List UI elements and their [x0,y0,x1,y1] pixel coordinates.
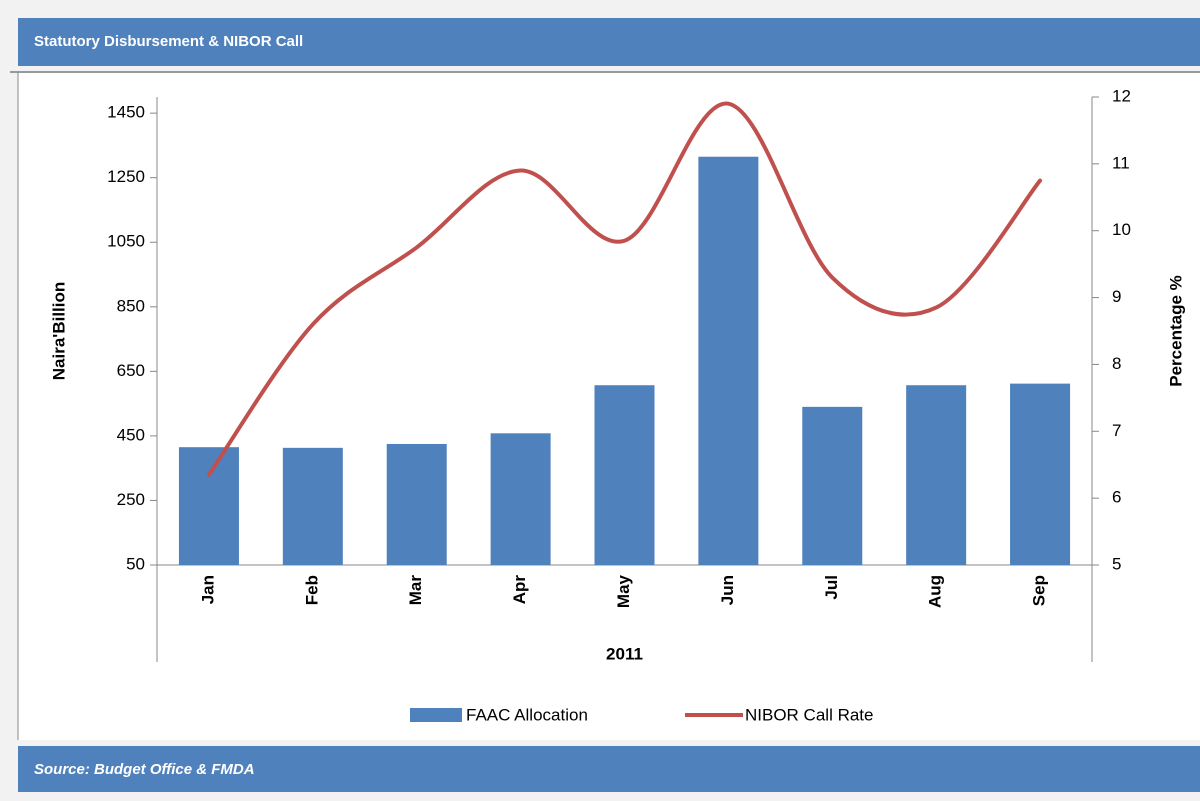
legend-swatch [410,708,462,722]
y2-tick-label: 8 [1112,354,1121,373]
y-tick-label: 1050 [107,232,145,251]
x-tick-label: Sep [1030,575,1049,606]
y2-tick-label: 9 [1112,287,1121,306]
x-tick-label: Jan [198,575,217,604]
bar [698,156,759,566]
x-tick-label: Jul [822,575,841,600]
y-tick-label: 650 [117,361,145,380]
y2-axis-title: Percentage % [1166,275,1185,387]
legend-label: FAAC Allocation [466,705,588,724]
bar [386,443,447,565]
y2-tick-label: 10 [1112,220,1131,239]
bar [594,385,655,565]
y-tick-label: 450 [117,425,145,444]
x-tick-label: Apr [510,575,529,605]
x-tick-label: Feb [302,575,321,605]
legend-label: NIBOR Call Rate [745,705,873,724]
line [206,101,1043,477]
bar [1010,383,1071,565]
bar [178,447,239,565]
y2-tick-label: 12 [1112,86,1131,105]
x-axis-title: 2011 [606,644,643,663]
y2-tick-label: 7 [1112,421,1121,440]
y-tick-label: 850 [117,296,145,315]
y2-tick-label: 11 [1112,153,1130,172]
y-tick-label: 50 [126,554,145,573]
bar [490,433,551,565]
bar [802,406,863,565]
header-bar [18,18,1200,66]
x-tick-label: Jun [718,575,737,605]
bar [282,447,343,565]
y2-tick-label: 5 [1112,554,1121,573]
bar [906,385,967,565]
y-tick-label: 1450 [107,103,145,122]
y-tick-label: 250 [117,490,145,509]
y-tick-label: 1250 [107,167,145,186]
x-tick-label: May [614,574,633,608]
x-tick-label: Mar [406,575,425,606]
footer-source: Source: Budget Office & FMDA [34,761,255,778]
y-axis-title: Naira'Billion [49,282,68,381]
footer-bar [18,746,1200,792]
header-title: Statutory Disbursement & NIBOR Call [34,33,303,50]
x-tick-label: Aug [926,575,945,608]
y2-tick-label: 6 [1112,488,1121,507]
